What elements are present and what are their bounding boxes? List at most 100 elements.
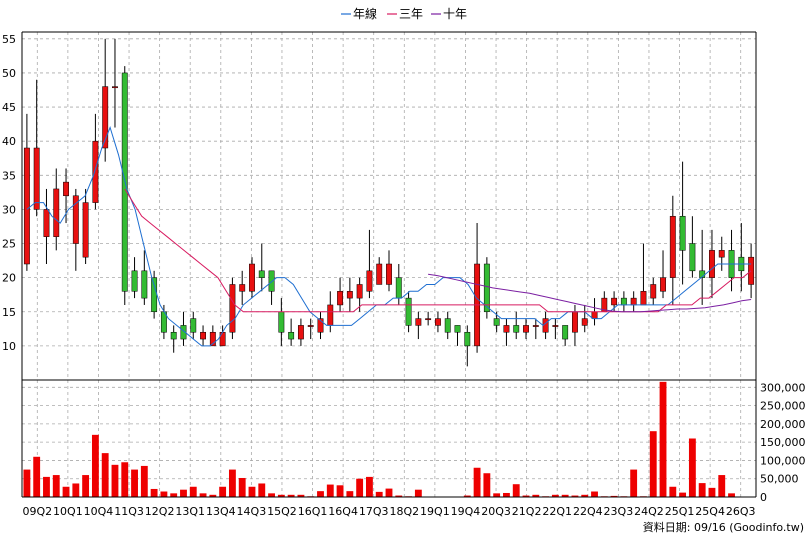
- x-tick-label: 23Q3: [604, 505, 634, 518]
- x-tick-label: 19Q4: [451, 505, 481, 518]
- legend-label-3yr: 三年: [399, 7, 423, 21]
- volume-bar: [463, 495, 471, 497]
- ma-line-1: [26, 126, 752, 347]
- volume-bar: [82, 475, 90, 497]
- volume-bar: [209, 494, 217, 497]
- volume-bar: [630, 469, 638, 497]
- candle-body: [376, 263, 383, 285]
- candle-body: [268, 270, 275, 292]
- volume-bar: [473, 467, 481, 497]
- volume-bar: [317, 491, 324, 497]
- volume-bar: [493, 493, 501, 497]
- candle-body: [630, 297, 637, 306]
- x-tick-label: 09Q2: [22, 505, 52, 518]
- volume-bar: [91, 434, 99, 497]
- candle-body: [239, 284, 246, 292]
- candle-body: [337, 291, 344, 306]
- volume-bar: [669, 486, 677, 497]
- candle-body: [405, 297, 412, 326]
- volume-bar: [150, 488, 158, 497]
- candle-body: [591, 311, 598, 319]
- legend-label-annual: 年線: [353, 6, 377, 21]
- x-tick-label: 14Q3: [237, 505, 267, 518]
- candle-body: [415, 318, 422, 326]
- candle-body: [356, 284, 363, 299]
- volume-bar: [180, 489, 187, 497]
- candle-body: [72, 195, 79, 244]
- volume-bar: [101, 453, 109, 497]
- volume-bar: [356, 478, 364, 497]
- x-tick-label: 12Q2: [145, 505, 175, 518]
- x-tick-label: 25Q1: [665, 505, 695, 518]
- legend-label-10yr: 十年: [443, 7, 467, 21]
- candle-body: [297, 325, 304, 340]
- volume-bar: [121, 462, 129, 497]
- x-tick-label: 17Q3: [359, 505, 389, 518]
- candle-body: [689, 243, 696, 272]
- x-tick-label: 18Q2: [389, 505, 419, 518]
- volume-tick-label: 150,000: [760, 436, 806, 449]
- volume-bar: [23, 469, 31, 497]
- candle-body: [23, 147, 30, 265]
- candle-body: [572, 311, 578, 333]
- x-tick-label: 20Q3: [481, 505, 511, 518]
- x-tick-label: 22Q4: [573, 505, 603, 518]
- candle-body: [366, 270, 373, 292]
- candle-body: [532, 325, 539, 327]
- price-tick-label: 50: [2, 67, 16, 80]
- ma-line-3: [428, 273, 752, 313]
- axes: 10 15 20 25 30 35 40 45 50 55 0 50,000 100,000 150,00…: [2, 31, 806, 518]
- candle-body: [620, 297, 627, 306]
- candle-body: [434, 318, 441, 326]
- volume-bar: [160, 491, 168, 497]
- volume-bar: [268, 493, 275, 497]
- candle-body: [581, 318, 588, 326]
- candle-body: [483, 263, 490, 313]
- candle-body: [63, 181, 69, 197]
- volume-bar: [483, 473, 491, 497]
- price-tick-label: 20: [2, 272, 16, 285]
- volume-bar: [297, 494, 305, 497]
- x-tick-label: 26Q3: [726, 505, 756, 518]
- candle-body: [43, 209, 50, 237]
- candle-body: [709, 250, 715, 278]
- volume-bar: [189, 486, 197, 497]
- x-tick-label: 13Q1: [175, 505, 205, 518]
- candle-body: [317, 318, 324, 333]
- price-tick-label: 25: [2, 238, 16, 251]
- volume-bar: [62, 486, 70, 497]
- candle-body: [562, 325, 569, 340]
- volume-tick-label: 0: [760, 491, 767, 504]
- candle-body: [102, 86, 109, 149]
- volume-bar: [228, 469, 236, 497]
- volume-bar: [43, 476, 50, 497]
- candle-body: [464, 331, 471, 347]
- x-tick-label: 25Q4: [695, 505, 725, 518]
- candle-body: [131, 270, 138, 292]
- x-tick-label: 13Q4: [206, 505, 236, 518]
- candle-body: [523, 325, 529, 333]
- volume-bar: [698, 483, 706, 497]
- volume-bar: [52, 475, 60, 497]
- candle-body: [346, 291, 353, 299]
- moving-average-lines: [26, 126, 752, 347]
- volume-bar: [326, 484, 334, 497]
- candle-body: [552, 325, 559, 327]
- candle-body: [180, 325, 187, 340]
- candle-body: [669, 215, 676, 278]
- candle-body: [33, 147, 40, 210]
- volume-bar: [385, 488, 393, 497]
- volume-bar: [238, 477, 246, 497]
- price-tick-label: 45: [2, 101, 16, 114]
- volume-bar: [336, 485, 344, 497]
- volume-bar: [287, 494, 295, 497]
- candle-body: [141, 270, 148, 299]
- price-tick-label: 40: [2, 135, 16, 148]
- candle-body: [640, 291, 647, 306]
- candle-body: [395, 277, 402, 299]
- volume-bar: [131, 469, 138, 497]
- x-tick-label: 16Q4: [328, 505, 358, 518]
- volume-bar: [219, 486, 227, 497]
- price-tick-label: 55: [2, 33, 16, 46]
- volume-bar: [248, 486, 256, 497]
